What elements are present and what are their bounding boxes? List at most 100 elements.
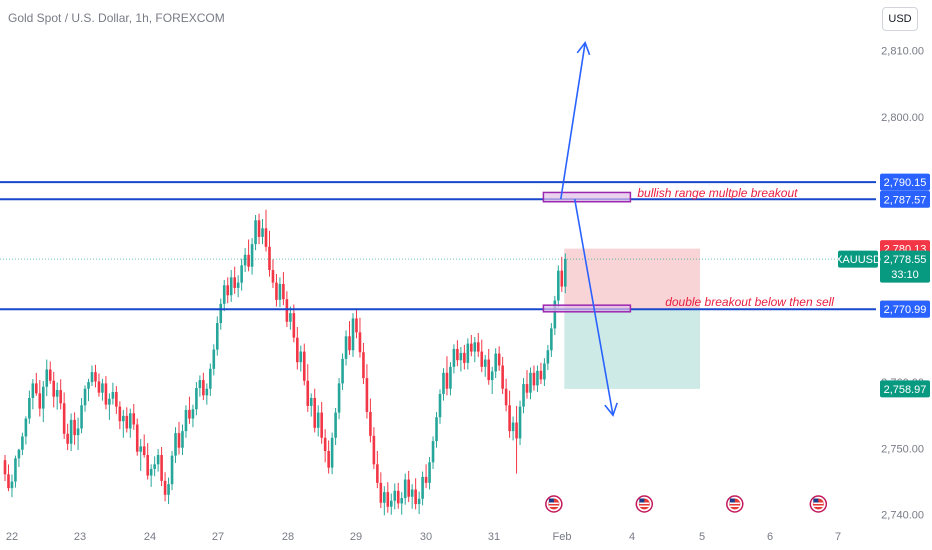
candle-body — [410, 489, 414, 497]
event-flag-canton — [639, 498, 645, 503]
candle-body — [539, 370, 543, 380]
candle-body — [389, 500, 393, 507]
stop-loss-zone[interactable] — [564, 248, 700, 310]
candle — [233, 266, 236, 294]
event-flag-canton — [548, 498, 554, 503]
candle — [125, 407, 129, 433]
us-flag-event-icon[interactable] — [726, 495, 744, 513]
candle-body — [94, 372, 97, 382]
breakout-box[interactable] — [542, 191, 632, 203]
candle — [275, 274, 278, 307]
candle — [490, 366, 494, 395]
time-tick-label: 24 — [144, 531, 156, 543]
annotation-text[interactable]: double breakout below then sell — [665, 295, 834, 309]
candle-body — [10, 481, 14, 489]
price-label-box — [880, 250, 930, 283]
candle-body — [250, 244, 254, 267]
price-label-box — [880, 380, 930, 398]
candle — [10, 474, 14, 498]
candle — [229, 270, 233, 302]
candle-body — [215, 323, 219, 350]
arrow-head — [604, 402, 618, 417]
price-label-2787[interactable]: 2,787.57 — [880, 190, 930, 208]
arrow-line[interactable] — [560, 42, 586, 200]
candle — [236, 275, 240, 298]
candle-body — [459, 352, 463, 361]
candle — [470, 335, 473, 357]
candle-body — [17, 449, 21, 459]
candle-body — [7, 474, 10, 489]
candle — [146, 443, 149, 480]
candle — [563, 253, 567, 294]
candle — [132, 403, 136, 430]
arrow-head — [576, 40, 591, 56]
candle-body — [529, 372, 532, 393]
candle-body — [31, 383, 35, 398]
candle-body — [219, 303, 223, 324]
candle — [108, 393, 111, 420]
candle — [177, 421, 181, 455]
price-label-2770[interactable]: 2,770.99 — [880, 300, 930, 318]
candle — [243, 248, 247, 273]
candle — [3, 455, 7, 482]
candle-body — [135, 424, 139, 452]
candle-body — [59, 390, 62, 404]
time-tick-label: 22 — [6, 531, 18, 543]
candle-body — [156, 455, 160, 465]
candle — [348, 321, 351, 355]
price-label-target[interactable]: 2,758.97 — [880, 380, 930, 398]
candle-body — [146, 455, 149, 476]
candle-body — [41, 386, 45, 409]
candle — [181, 424, 184, 456]
candle-body — [344, 336, 348, 359]
us-flag-event-icon[interactable] — [809, 495, 828, 513]
candle-body — [546, 350, 550, 364]
us-flag-event-icon[interactable] — [635, 495, 654, 513]
price-label-text: 2,778.55 — [884, 254, 927, 266]
candle-body — [550, 328, 553, 351]
time-axis: 22 23 24 27 28 29 30 31 Feb 4 5 6 7 — [6, 531, 841, 543]
candle-body — [337, 383, 341, 413]
candle — [135, 418, 139, 456]
candle — [278, 277, 282, 308]
time-tick-label: 29 — [350, 531, 362, 543]
candle-body — [87, 382, 90, 389]
candle — [327, 440, 330, 474]
take-profit-zone[interactable] — [564, 309, 700, 389]
candle — [163, 472, 167, 502]
us-flag-event-icon[interactable] — [545, 495, 563, 513]
candle — [17, 448, 21, 468]
candle-body — [285, 299, 289, 322]
candle — [550, 323, 553, 357]
candle-body — [160, 455, 163, 481]
time-tick-label: 28 — [282, 531, 294, 543]
candle-body — [289, 313, 292, 322]
candle-body — [55, 390, 59, 397]
symbol-tag[interactable]: XAUUSD — [835, 250, 881, 268]
symbol-tag-text: XAUUSD — [835, 254, 881, 266]
candle-body — [282, 283, 285, 300]
candle — [90, 365, 94, 387]
chart-title: Gold Spot / U.S. Dollar, 1h, FOREXCOM — [8, 11, 225, 25]
candle — [463, 344, 466, 370]
candle — [532, 365, 536, 391]
price-label-2790[interactable]: 2,790.15 — [880, 173, 930, 191]
candle-body — [181, 431, 184, 448]
candle — [97, 373, 101, 397]
candle — [435, 411, 438, 448]
annotation-text[interactable]: bullish range multple breakout — [637, 186, 798, 200]
currency-button[interactable]: USD — [882, 7, 918, 31]
arrow-line[interactable] — [573, 198, 614, 416]
candle — [365, 364, 369, 419]
candle-body — [466, 343, 470, 363]
breakout-box[interactable] — [542, 304, 632, 313]
candle — [122, 409, 125, 438]
candle — [494, 348, 497, 379]
candle-body — [254, 220, 257, 245]
candle-body — [553, 300, 557, 329]
candle — [529, 367, 532, 400]
candle — [101, 378, 104, 401]
price-label-current[interactable]: 2,778.55 33:10 — [880, 250, 930, 283]
candle — [52, 371, 56, 408]
